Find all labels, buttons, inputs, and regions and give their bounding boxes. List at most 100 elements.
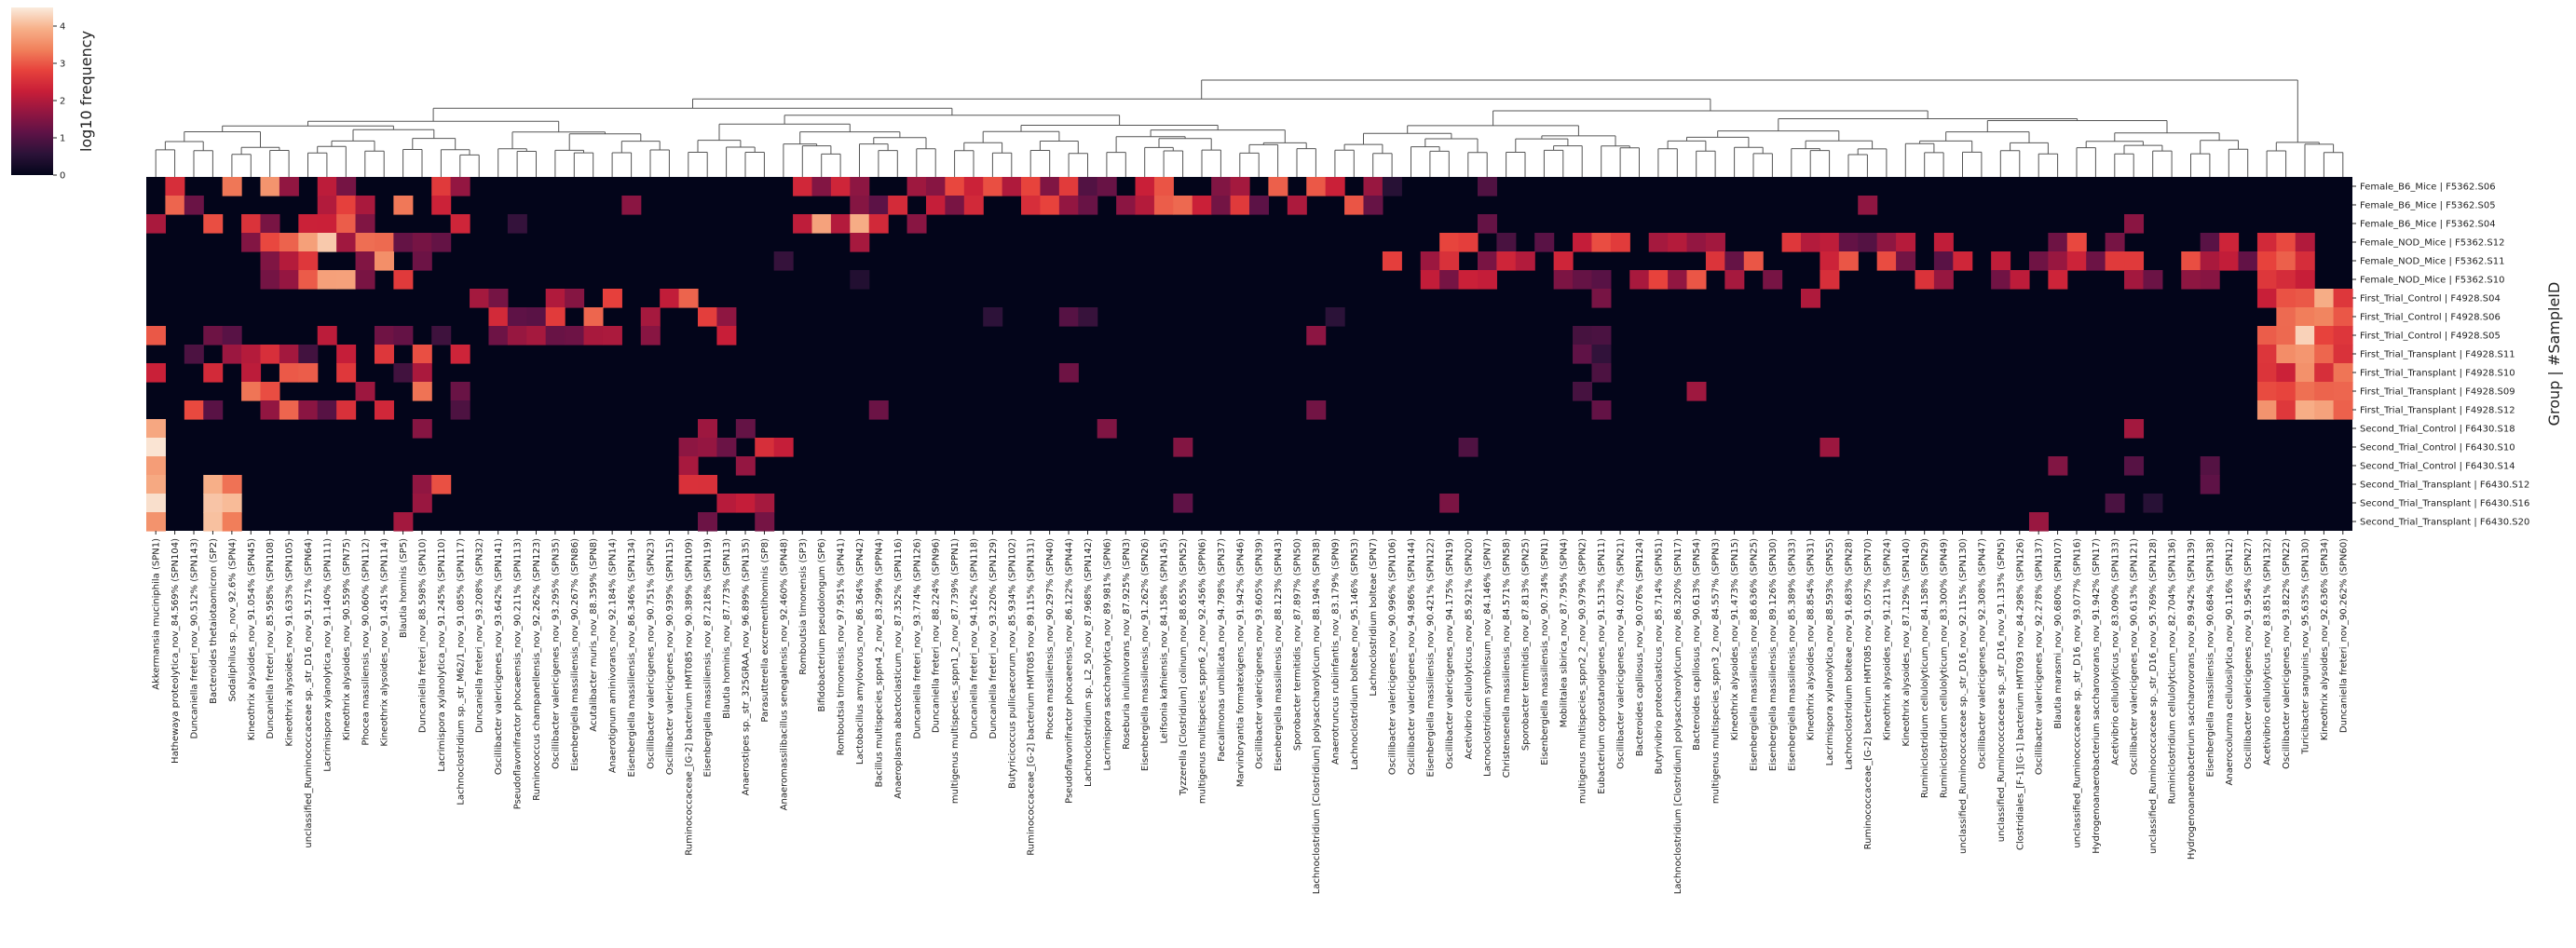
heatmap-cell	[1648, 270, 1669, 290]
column-label: Oscillibacter valericigenes_nov_93.822% …	[2282, 538, 2292, 769]
heatmap-cell	[298, 233, 319, 252]
heatmap-cell	[336, 196, 357, 215]
heatmap-cell	[298, 345, 319, 364]
heatmap-cell	[2295, 326, 2315, 345]
row-label: Female_B6_Mice | F5362.S04	[2360, 220, 2496, 230]
heatmap-cell	[698, 475, 718, 494]
heatmap-cell	[1534, 233, 1555, 252]
heatmap-cell	[146, 475, 167, 494]
heatmap-cell	[241, 363, 262, 383]
column-label: Oscillibacter valericigenes_nov_91.954% …	[2243, 538, 2254, 769]
heatmap-cell	[1211, 177, 1232, 196]
heatmap-cell	[1915, 270, 1935, 290]
column-label: Sporobacter termitidis_nov_87.897% (SPN5…	[1293, 538, 1303, 751]
heatmap-cell	[1078, 307, 1098, 327]
heatmap-cell	[222, 177, 242, 196]
heatmap-cell	[1287, 196, 1307, 215]
heatmap-cell	[1306, 177, 1327, 196]
heatmap-cell	[507, 307, 527, 327]
heatmap-cell	[450, 400, 470, 420]
heatmap-cell	[735, 494, 756, 513]
colorbar-tick-label: 0	[60, 171, 65, 182]
column-label: Lactobacillus amylovorus_nov_86.364% (SP…	[855, 538, 865, 765]
heatmap-cell	[2219, 233, 2240, 252]
heatmap-cell	[906, 177, 927, 196]
heatmap-cell	[393, 363, 414, 383]
row-label: First_Trial_Transplant | F4928.S11	[2360, 350, 2515, 360]
heatmap-cell	[678, 438, 699, 457]
heatmap-cell	[2124, 270, 2145, 290]
heatmap-cell	[1591, 345, 1612, 364]
heatmap-cell	[374, 326, 394, 345]
heatmap-cell	[2314, 345, 2335, 364]
heatmap-cell	[1363, 196, 1383, 215]
column-label: Roseburia inulinivorans_nov_87.925% (SPN…	[1122, 538, 1132, 750]
heatmap-cell	[1573, 382, 1593, 401]
column-label: Anaerocolumna cellulosilytica_nov_90.116…	[2225, 538, 2235, 786]
heatmap-cell	[2276, 382, 2297, 401]
column-label: Tyzzerella [Clostridium] colinum_nov_88.…	[1179, 538, 1189, 796]
heatmap-cell	[507, 326, 527, 345]
heatmap-cell	[1078, 177, 1098, 196]
column-label: Duncaniella freteri_nov_85.958% (SPN108)	[266, 538, 276, 739]
heatmap-cell	[1496, 251, 1517, 271]
heatmap-cell	[793, 177, 813, 196]
heatmap-cell	[203, 363, 224, 383]
column-label: Eisenbergiella massiliensis_nov_85.389% …	[1787, 538, 1797, 771]
heatmap-cell	[2256, 251, 2277, 271]
heatmap-cell	[241, 382, 262, 401]
heatmap-cell	[2010, 270, 2030, 290]
heatmap-cell	[279, 345, 299, 364]
heatmap-cell	[317, 326, 337, 345]
heatmap-cell	[1153, 196, 1174, 215]
column-label: Anaerotruncus rubiinfantis_nov_83.179% (…	[1330, 538, 1341, 765]
heatmap-cell	[1591, 270, 1612, 290]
heatmap-cell	[412, 382, 432, 401]
heatmap-cell	[488, 307, 509, 327]
heatmap-cell	[1820, 251, 1840, 271]
heatmap-cell	[1306, 400, 1327, 420]
heatmap-cell	[2105, 233, 2125, 252]
heatmap-background	[146, 177, 2352, 531]
heatmap-cell	[2314, 400, 2335, 420]
heatmap-cell	[165, 177, 185, 196]
column-label: Bacillus multispecies_sppn4_2_nov_83.299…	[874, 538, 884, 788]
row-label: Female_NOD_Mice | F5362.S10	[2360, 276, 2504, 286]
column-label: Kineothrix alysoides_nov_88.854% (SPN31)	[1806, 538, 1817, 740]
heatmap-cell	[1553, 251, 1574, 271]
colorbar-gradient	[11, 7, 53, 175]
column-label: Lacrimispora saccharolytica_nov_89.981% …	[1102, 538, 1112, 771]
heatmap-cell	[2256, 363, 2277, 383]
heatmap-cell	[2295, 270, 2315, 290]
heatmap-cell	[450, 345, 470, 364]
heatmap-cell	[1858, 196, 1878, 215]
heatmap-cell	[830, 177, 851, 196]
heatmap-cell	[1496, 233, 1517, 252]
heatmap-cell	[2333, 345, 2353, 364]
heatmap-cell	[602, 326, 622, 345]
heatmap-cell	[1801, 233, 1821, 252]
heatmap-cell	[203, 494, 224, 513]
heatmap-cell	[260, 270, 280, 290]
heatmap-cell	[773, 251, 794, 271]
heatmap-cell	[2200, 456, 2220, 476]
row-label: Second_Trial_Transplant | F6430.S12	[2360, 481, 2529, 491]
heatmap-cell	[336, 233, 357, 252]
heatmap-cell	[1173, 494, 1193, 513]
heatmap-cell	[2105, 251, 2125, 271]
heatmap-cell	[850, 177, 870, 196]
heatmap-cell	[2048, 270, 2068, 290]
heatmap-cell	[2256, 233, 2277, 252]
heatmap-cell	[203, 475, 224, 494]
heatmap-cell	[850, 233, 870, 252]
row-label: Second_Trial_Control | F6430.S10	[2360, 443, 2515, 454]
heatmap-cell	[1933, 251, 1954, 271]
column-label: Eisenbergiella massiliensis_nov_86.346% …	[627, 538, 637, 778]
heatmap-cell	[1439, 270, 1460, 290]
heatmap-cell	[2181, 270, 2201, 290]
heatmap-cell	[241, 233, 262, 252]
heatmap-cell	[336, 270, 357, 290]
heatmap-cell	[2048, 251, 2068, 271]
heatmap-cell	[431, 177, 452, 196]
heatmap-cell	[184, 400, 204, 420]
